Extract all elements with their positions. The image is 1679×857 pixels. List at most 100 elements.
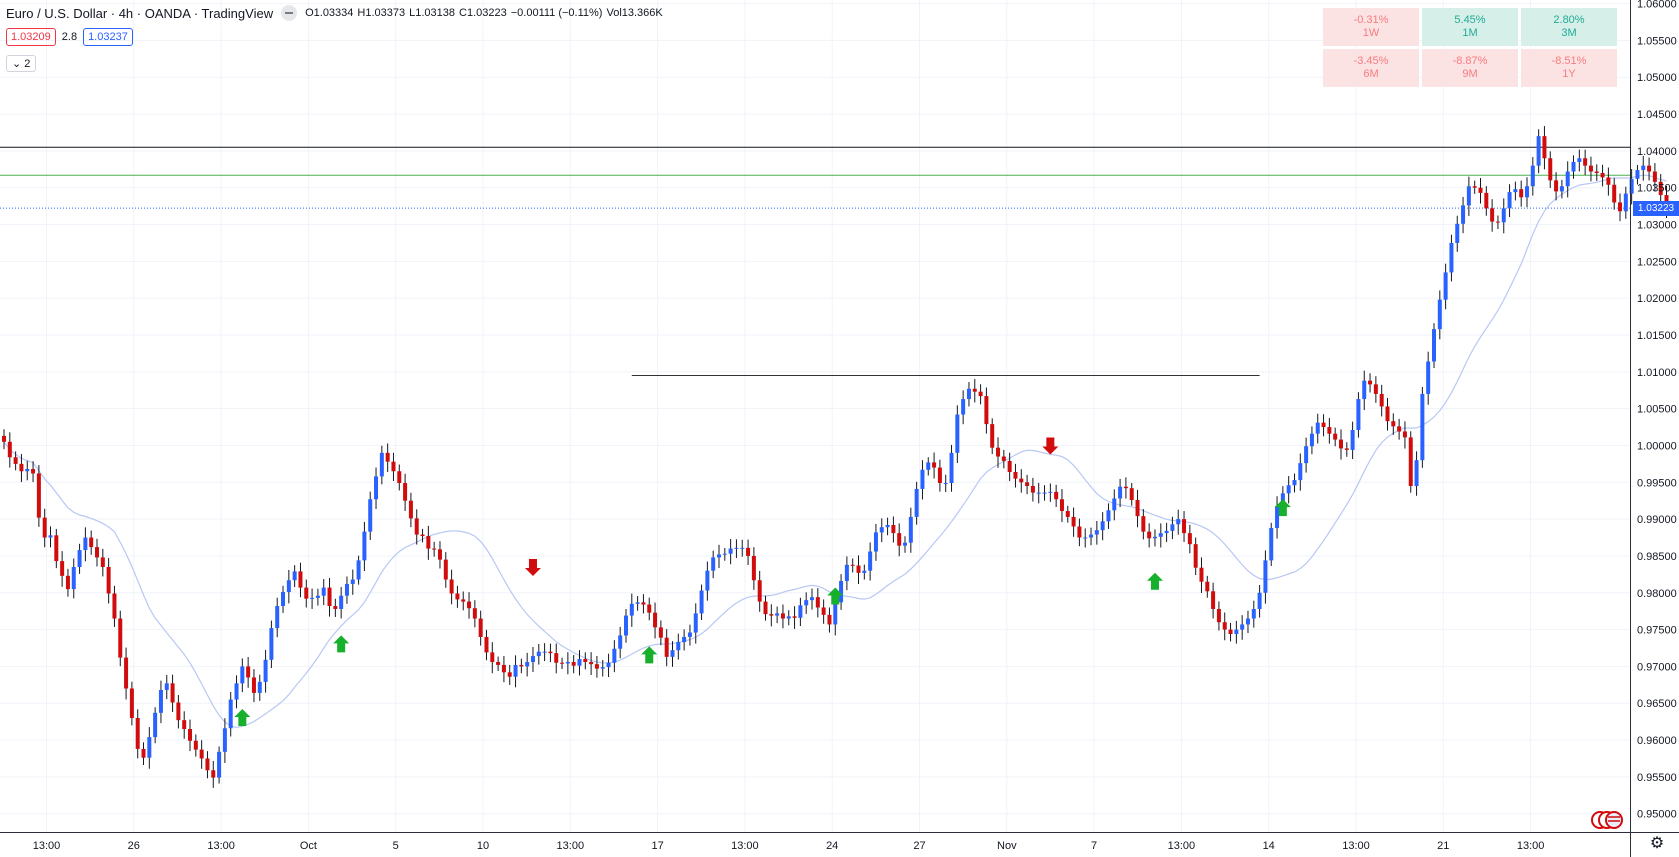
symbol-title[interactable]: Euro / U.S. Dollar · 4h · OANDA · Tradin…	[6, 5, 274, 21]
candle-body	[164, 683, 169, 690]
perf-cell: 2.80% 3M	[1521, 8, 1617, 46]
candle-body	[676, 642, 681, 651]
candle-body	[699, 590, 704, 614]
candle-body	[1321, 422, 1326, 428]
candle-body	[1275, 505, 1280, 528]
candle-body	[1089, 534, 1094, 538]
candle-body	[356, 560, 361, 580]
candle-body	[1478, 187, 1483, 193]
candle-body	[862, 570, 867, 573]
candle-body	[1182, 519, 1187, 534]
candle-body	[54, 535, 59, 562]
candle-body	[321, 587, 326, 596]
signal-arrows	[234, 437, 1291, 726]
y-tick-label: 1.02000	[1637, 293, 1677, 305]
current-price-tag: 1.03223	[1633, 201, 1679, 216]
candle-body	[1048, 491, 1053, 493]
candle-body	[542, 651, 547, 653]
buy-arrow-icon	[827, 587, 844, 605]
candle-body	[653, 612, 658, 628]
candle-body	[1187, 533, 1192, 545]
y-tick-label: 0.95000	[1637, 809, 1677, 821]
y-tick-label: 1.04000	[1637, 146, 1677, 158]
candle-body	[810, 597, 815, 601]
ohlc-volume: Vol13.366K	[606, 7, 663, 19]
candle-body	[374, 476, 379, 500]
candle-body	[1525, 186, 1530, 198]
candle-body	[263, 659, 268, 682]
collapse-icon[interactable]	[281, 5, 298, 21]
gear-icon[interactable]: ⚙	[1649, 835, 1665, 852]
candle-body	[873, 532, 878, 552]
candle-body	[757, 580, 762, 602]
candle-body	[368, 499, 373, 532]
candle-body	[1420, 393, 1425, 461]
candle-body	[77, 550, 82, 567]
candle-body	[583, 659, 588, 662]
candle-body	[1501, 208, 1506, 223]
candle-body	[1286, 485, 1291, 494]
x-tick-label: Nov	[997, 840, 1017, 852]
candle-body	[746, 547, 751, 556]
candle-body	[937, 467, 942, 484]
candle-body	[1129, 488, 1134, 500]
y-tick-label: 0.96000	[1637, 735, 1677, 747]
candle-body	[95, 547, 100, 558]
candle-body	[426, 536, 431, 549]
candle-body	[827, 614, 832, 625]
candle-body	[612, 648, 617, 663]
candle-body	[385, 452, 390, 462]
candle-body	[629, 603, 634, 616]
candle-body	[1623, 193, 1628, 212]
candle-body	[1338, 439, 1343, 449]
x-tick-label: 21	[1437, 840, 1449, 852]
sell-price-button[interactable]: 1.03209	[6, 28, 56, 46]
candle-body	[1123, 486, 1128, 489]
candle-body	[1036, 492, 1041, 494]
candle-body	[1147, 531, 1152, 539]
candle-body	[769, 614, 774, 616]
candle-body	[1211, 591, 1216, 609]
candle-body	[362, 531, 367, 561]
currency-flags-icon[interactable]	[1590, 810, 1624, 830]
candle-body	[1414, 460, 1419, 486]
candle-body	[71, 566, 76, 590]
candle-body	[966, 388, 971, 400]
candle-body	[1112, 498, 1117, 511]
candle-body	[1490, 208, 1495, 222]
sell-arrow-icon	[1042, 437, 1059, 455]
x-tick-label: 17	[651, 840, 663, 852]
candle-body	[844, 564, 849, 581]
candle-body	[292, 571, 297, 581]
y-tick-label: 1.05000	[1637, 72, 1677, 84]
candle-body	[1152, 536, 1157, 539]
candle-body	[257, 681, 262, 693]
candle-body	[1559, 186, 1564, 192]
candle-body	[763, 601, 768, 615]
candle-body	[530, 656, 535, 662]
ohlc-open: O1.03334	[305, 7, 354, 19]
candle-body	[1030, 485, 1035, 493]
moving-average-line	[3, 174, 1667, 729]
candle-body	[1397, 426, 1402, 432]
candle-body	[501, 664, 506, 673]
buy-price-button[interactable]: 1.03237	[83, 28, 133, 46]
candle-body	[641, 602, 646, 605]
candle-body	[635, 602, 640, 604]
candle-body	[1618, 202, 1623, 212]
perf-cell: -3.45% 6M	[1323, 49, 1419, 87]
candle-body	[147, 737, 152, 758]
x-tick-label: 27	[913, 840, 925, 852]
indicators-toggle[interactable]: ⌄ 2	[6, 55, 37, 72]
candle-body	[281, 592, 286, 607]
y-tick-label: 1.00000	[1637, 440, 1677, 452]
x-tick-label: 10	[477, 840, 489, 852]
buy-arrow-icon	[1146, 572, 1163, 590]
candle-body	[420, 534, 425, 537]
candle-body	[1402, 431, 1407, 438]
y-tick-label: 1.03000	[1637, 220, 1677, 232]
candle-body	[153, 712, 158, 738]
candle-body	[1519, 189, 1524, 198]
candle-body	[408, 500, 413, 519]
